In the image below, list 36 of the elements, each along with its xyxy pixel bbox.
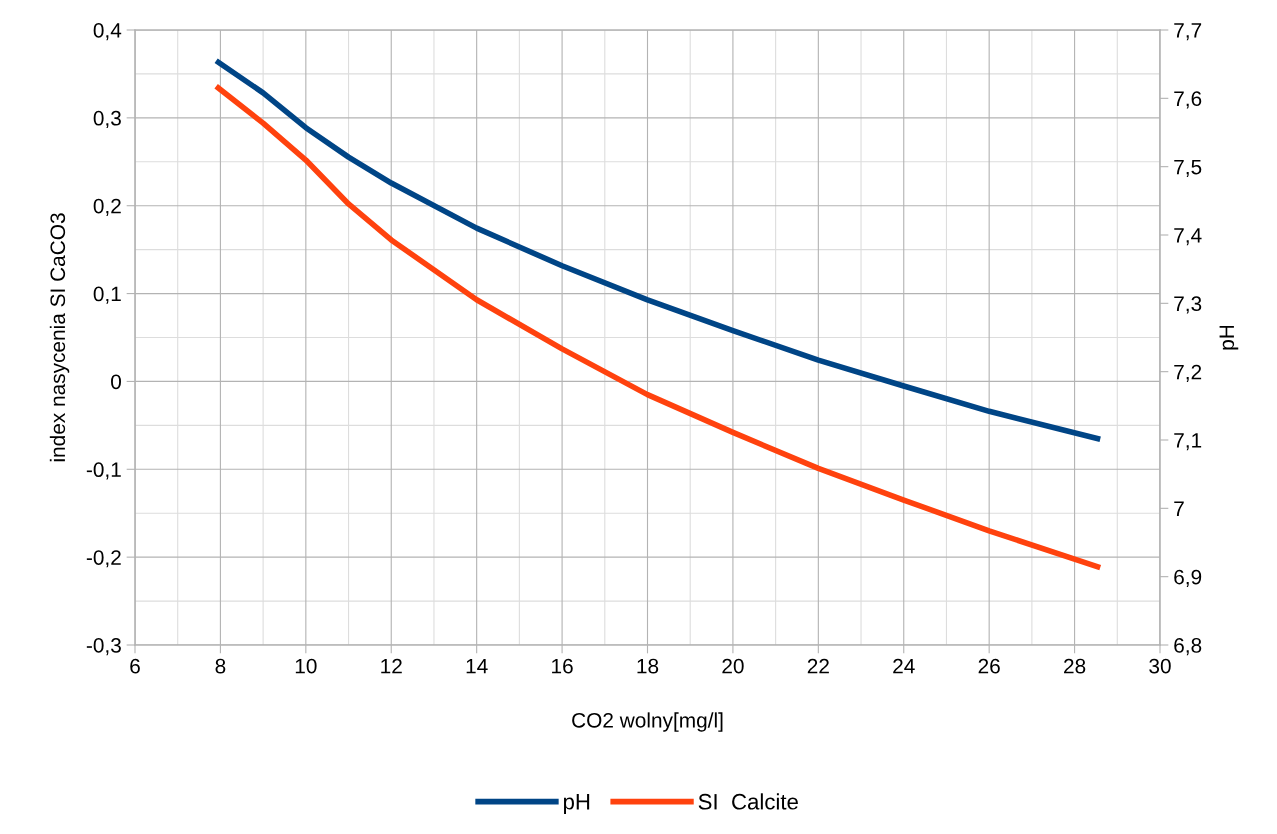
x-tick-label: 6 [130,658,140,674]
y-tick-label: 0,2 [93,198,121,216]
y2-tick-label: 6,8 [1174,638,1202,656]
x-tick-label: 22 [807,658,829,674]
y2-tick-label: 7,3 [1174,296,1202,314]
x-tick-label: 12 [381,658,402,674]
x-tick-label: 18 [637,658,659,674]
legend-label: SI Calcite [698,793,798,810]
y-tick-label: -0,1 [86,462,121,480]
x-axis-title: CO2 wolny[mg/l] [572,712,723,732]
y2-tick-label: 7,2 [1174,364,1202,382]
y-tick-label: 0 [111,374,121,390]
x-tick-label: 14 [466,658,488,674]
y2-tick-label: 7,4 [1174,228,1202,246]
y-tick-label: -0,2 [86,550,121,568]
x-tick-label: 26 [978,658,1000,674]
x-tick-label: 24 [893,658,915,674]
y2-axis-title: pH [1219,325,1239,350]
y2-tick-label: 7,1 [1174,433,1202,451]
y-tick-label: 0,4 [93,23,122,41]
y2-tick-label: 7,7 [1174,23,1202,41]
x-tick-label: 8 [215,658,226,674]
x-tick-label: 20 [722,658,744,674]
y-tick-label: -0,3 [86,638,121,656]
y-axis-title: index nasycenia SI CaCO3 [49,213,70,462]
x-tick-label: 30 [1149,658,1171,674]
y2-tick-label: 7,6 [1174,91,1202,109]
x-tick-label: 28 [1064,658,1086,674]
y-tick-label: 0,3 [93,110,121,129]
y2-tick-label: 7 [1174,501,1184,516]
y-tick-label: 0,1 [93,286,121,304]
y2-tick-label: 6,9 [1174,569,1202,587]
x-tick-label: 16 [552,658,573,674]
x-tick-label: 10 [295,658,317,674]
legend-label: pH [563,794,590,814]
y2-tick-label: 7,5 [1174,159,1202,177]
